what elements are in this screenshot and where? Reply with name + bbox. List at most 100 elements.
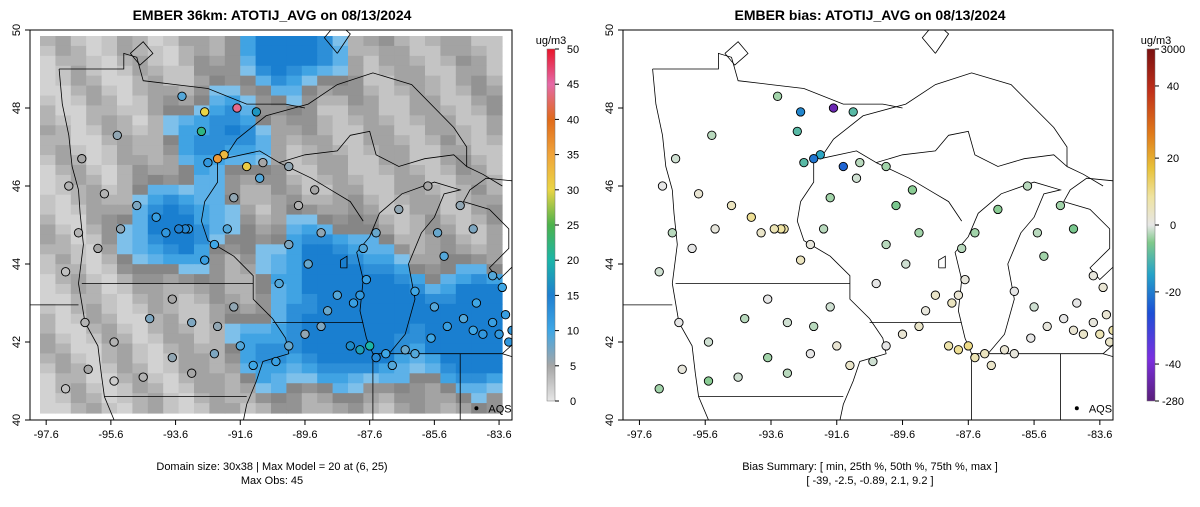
heatmap-cell: [394, 403, 411, 414]
heatmap-cell: [163, 75, 180, 87]
heatmap-cell: [348, 234, 364, 245]
station-point: [1072, 298, 1082, 308]
heatmap-cell: [132, 145, 149, 156]
heatmap-cell: [286, 333, 303, 345]
heatmap-cell: [55, 224, 72, 236]
x-tick-label: -87.6: [357, 429, 382, 441]
heatmap-cell: [486, 105, 503, 116]
heatmap-cell: [471, 284, 488, 295]
left-aqs-dot: [474, 406, 479, 411]
heatmap-cell: [394, 393, 411, 404]
heatmap-cell: [348, 363, 364, 374]
heatmap-cell: [132, 45, 149, 57]
station-point: [284, 239, 294, 250]
heatmap-cell: [147, 65, 164, 77]
heatmap-cell: [271, 293, 287, 305]
heatmap-cell: [209, 363, 226, 374]
map-outline: [652, 68, 673, 191]
heatmap-cell: [425, 115, 441, 126]
heatmap-cell: [363, 284, 380, 295]
heatmap-cell: [271, 323, 287, 335]
heatmap-cell: [440, 184, 457, 196]
heatmap-cell: [178, 55, 195, 67]
heatmap-cell: [224, 274, 241, 285]
heatmap-cell: [147, 194, 164, 206]
heatmap-cell: [70, 135, 87, 146]
heatmap-cell: [117, 95, 133, 107]
heatmap-cell: [255, 164, 272, 176]
heatmap-cell: [378, 284, 395, 295]
station-point: [670, 154, 681, 164]
heatmap-cell: [317, 95, 334, 107]
station-point: [1108, 325, 1113, 335]
heatmap-cell: [425, 403, 441, 414]
heatmap-cell: [40, 353, 56, 364]
heatmap-cell: [194, 36, 210, 47]
heatmap-cell: [455, 274, 472, 285]
right-aqs-marker: AQS: [1074, 403, 1112, 415]
x-tick-label: -93.6: [758, 429, 783, 441]
heatmap-cell: [163, 323, 180, 335]
heatmap-cell: [394, 363, 411, 374]
heatmap-cell: [209, 333, 226, 345]
heatmap-cell: [147, 36, 164, 47]
heatmap-cell: [224, 383, 241, 394]
heatmap-cell: [471, 164, 488, 176]
heatmap-cell: [348, 224, 364, 236]
heatmap-cell: [378, 115, 395, 126]
heatmap-cell: [471, 264, 488, 275]
heatmap-cell: [224, 403, 241, 414]
heatmap-cell: [440, 164, 457, 176]
heatmap-cell: [255, 274, 272, 285]
station-point: [828, 103, 839, 113]
map-outline: [204, 158, 218, 202]
heatmap-cell: [40, 164, 56, 176]
colorbar-tick-label: 40: [1167, 81, 1179, 93]
heatmap-cell: [363, 75, 380, 87]
heatmap-cell: [132, 214, 149, 226]
heatmap-cell: [363, 174, 380, 186]
heatmap-cell: [255, 293, 272, 305]
heatmap-cell: [194, 75, 210, 87]
heatmap-cell: [70, 323, 87, 335]
heatmap-cell: [363, 303, 380, 315]
station-point: [209, 349, 220, 359]
heatmap-cell: [271, 363, 287, 374]
station-point: [109, 376, 119, 386]
y-tick-label: 40: [11, 414, 23, 426]
heatmap-cell: [55, 333, 72, 345]
right-map-outlines: [623, 30, 1113, 420]
heatmap-cell: [486, 224, 503, 236]
heatmap-cell: [101, 293, 118, 305]
heatmap-cell: [224, 393, 241, 404]
heatmap-cell: [55, 303, 72, 315]
heatmap-cell: [132, 333, 149, 345]
heatmap-cell: [440, 373, 457, 384]
heatmap-cell: [194, 155, 210, 166]
station-point: [322, 306, 333, 316]
heatmap-cell: [486, 145, 503, 156]
heatmap-cell: [486, 95, 503, 107]
heatmap-cell: [425, 264, 441, 275]
heatmap-cell: [194, 174, 210, 186]
heatmap-cell: [440, 115, 457, 126]
heatmap-cell: [178, 145, 195, 156]
heatmap-cell: [332, 353, 349, 364]
station-point: [769, 224, 779, 234]
heatmap-cell: [163, 363, 180, 374]
heatmap-cell: [70, 284, 87, 295]
heatmap-cell: [209, 254, 226, 265]
heatmap-cell: [471, 155, 488, 166]
heatmap-cell: [286, 264, 303, 275]
heatmap-cell: [147, 323, 164, 335]
heatmap-cell: [163, 214, 180, 226]
heatmap-cell: [301, 115, 318, 126]
heatmap-cell: [147, 204, 164, 216]
heatmap-cell: [240, 135, 257, 146]
heatmap-cell: [409, 403, 426, 414]
heatmap-cell: [409, 293, 426, 305]
heatmap-cell: [117, 184, 133, 196]
heatmap-cell: [332, 313, 349, 325]
heatmap-cell: [240, 333, 257, 345]
heatmap-cell: [348, 284, 364, 295]
